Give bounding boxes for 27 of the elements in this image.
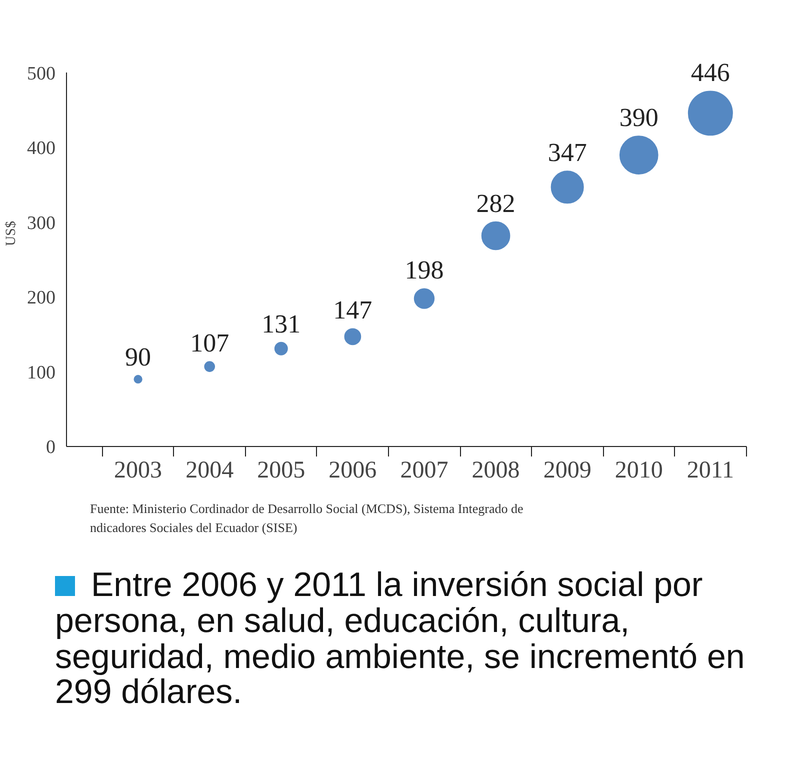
x-tick-label: 2006 [328,458,377,484]
y-tick-label: 100 [27,362,56,384]
data-label: 446 [690,58,730,88]
x-tick-label: 2010 [614,458,663,484]
text: Entre 2006 y 2011 la inversión social por persona, en salud, educación, cultura, seguridad, medio ambiente, se incrementó en 299 dólares. [55,566,746,712]
data-label: 147 [333,296,372,325]
y-tick-label: 300 [27,212,56,234]
data-label: 198 [404,256,444,285]
x-tick-label: 2005 [257,458,306,484]
x-tick-label: 2009 [543,458,592,484]
data-label: 282 [476,188,516,218]
y-tick-label: 200 [27,288,56,309]
x-tick-label: 2007 [400,458,448,484]
data-label: 107 [190,328,230,358]
data-label: 90 [125,342,152,372]
y-tick-label: 400 [27,138,56,160]
x-tick-label: 2004 [186,458,234,484]
x-tick-label: 2008 [472,458,520,484]
source-note: Fuente: Ministerio Cordinador de Desarrollo Social (MCDS), Sistema Integrado de ndicadores Sociales del Ecuador (SISE) [90,500,524,537]
y-tick-label: 0 [46,437,56,458]
y-tick-label: 500 [27,63,56,84]
data-label: 347 [548,138,587,168]
x-tick-label: 2011 [686,458,734,484]
data-label: 131 [262,309,301,338]
data-label: 390 [619,103,658,132]
x-tick-label: 2003 [114,458,162,484]
y-axis-title: US$ [4,221,19,246]
